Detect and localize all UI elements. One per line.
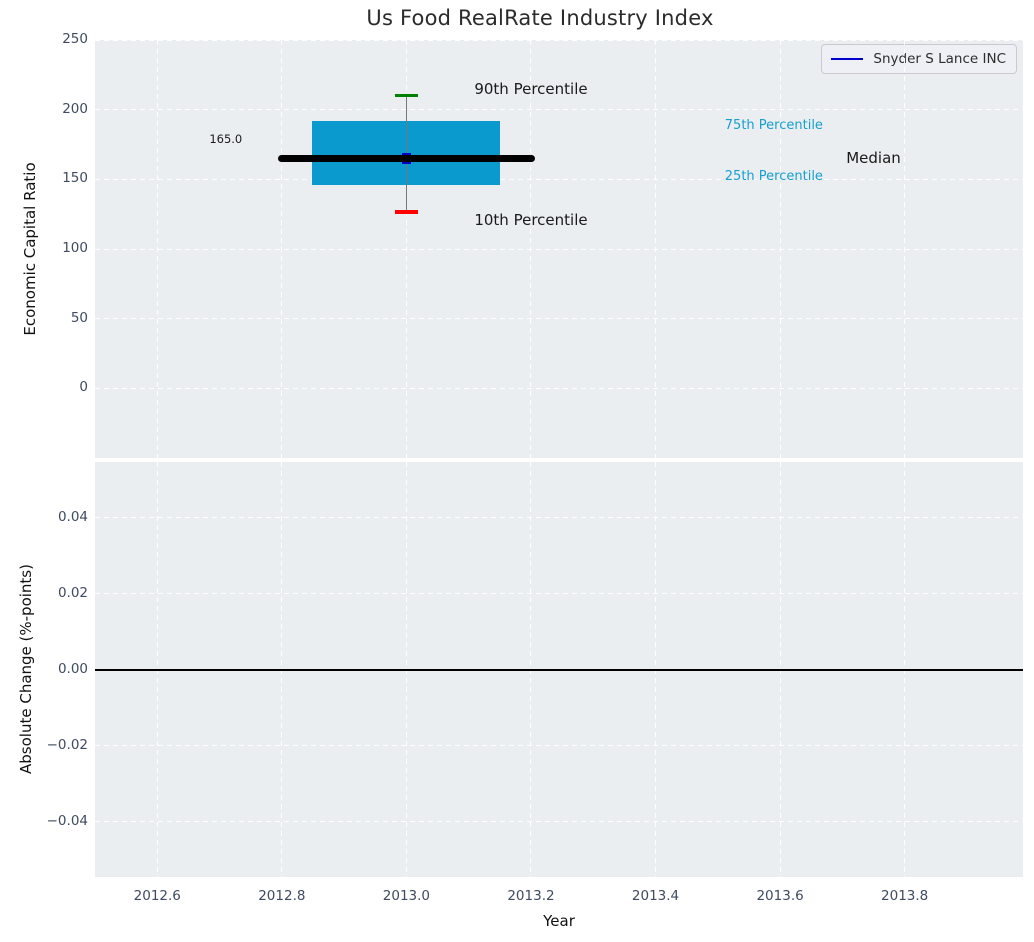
legend-line-sample xyxy=(831,57,864,61)
x-tick-label: 2012.6 xyxy=(133,888,181,904)
y-tick-label: 200 xyxy=(62,100,88,117)
chart-title: Us Food RealRate Industry Index xyxy=(366,6,714,30)
boxplot-median-line xyxy=(278,154,535,162)
legend: Snyder S Lance INC xyxy=(821,44,1017,74)
y-tick-label: 150 xyxy=(62,170,88,187)
x-tick-label: 2013.0 xyxy=(382,888,431,904)
y-tick-label: 0 xyxy=(79,379,88,396)
chart-annotation: 25th Percentile xyxy=(724,168,823,184)
gridline-horizontal xyxy=(95,821,1023,823)
x-tick-label: 2013.2 xyxy=(507,888,555,904)
gridline-horizontal xyxy=(95,40,1023,41)
chart-annotation: 90th Percentile xyxy=(474,79,588,98)
y-tick-label: 0.00 xyxy=(57,660,88,677)
x-tick-label: 2013.8 xyxy=(881,888,929,904)
chart-annotation: 75th Percentile xyxy=(724,118,823,134)
y-tick-label: −0.04 xyxy=(46,812,88,829)
y-tick-label: 0.04 xyxy=(57,508,88,525)
gridline-horizontal xyxy=(95,318,1023,320)
gridline-horizontal xyxy=(95,109,1023,111)
gridline-horizontal xyxy=(95,178,1023,180)
x-axis-label: Year xyxy=(543,912,575,930)
top-plot-area: Snyder S Lance INC xyxy=(95,40,1023,458)
legend-label: Snyder S Lance INC xyxy=(873,51,1006,67)
y-tick-label: 250 xyxy=(62,31,88,47)
boxplot-90th-cap xyxy=(395,93,418,98)
y-tick-label: 0.02 xyxy=(57,584,88,601)
y-tick-label: −0.02 xyxy=(46,736,88,753)
gridline-horizontal xyxy=(95,517,1023,519)
boxplot-10th-cap xyxy=(395,210,418,214)
gridline-horizontal xyxy=(95,745,1023,747)
chart-annotation: Median xyxy=(846,149,901,168)
x-tick-label: 2013.4 xyxy=(631,888,680,904)
chart-annotation: 10th Percentile xyxy=(474,210,588,229)
y-tick-label: 100 xyxy=(62,240,88,256)
zero-line xyxy=(95,668,1023,671)
chart-annotation: 165.0 xyxy=(209,132,243,147)
y-tick-label: 50 xyxy=(70,309,88,326)
gridline-horizontal xyxy=(95,248,1023,250)
gridline-horizontal xyxy=(95,387,1023,389)
gridline-horizontal xyxy=(95,593,1023,595)
bottom-plot-area xyxy=(95,462,1023,877)
x-tick-label: 2013.6 xyxy=(756,888,804,904)
x-tick-label: 2012.8 xyxy=(258,888,306,904)
